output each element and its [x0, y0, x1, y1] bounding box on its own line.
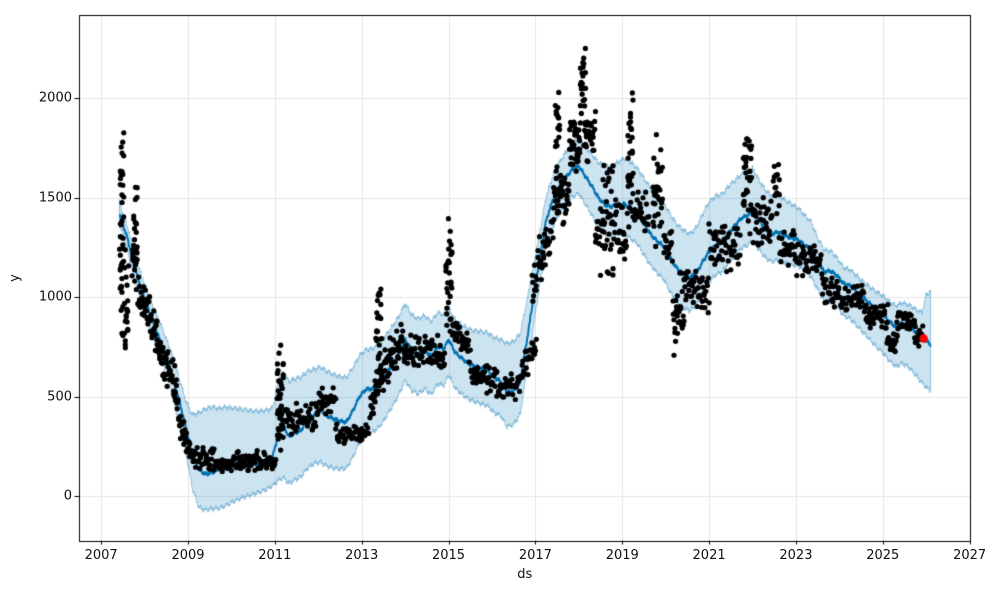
x-tick-label-2019: 2019 — [605, 548, 639, 563]
x-tick-label-2011: 2011 — [258, 548, 292, 563]
x-tick-label-2023: 2023 — [779, 548, 813, 563]
x-tick-label-2013: 2013 — [345, 548, 379, 563]
y-tick-label-2000: 2000 — [38, 90, 72, 106]
y-tick-label-1500: 1500 — [38, 190, 72, 206]
x-tick-label-2007: 2007 — [84, 548, 118, 563]
x-tick-label-2021: 2021 — [692, 548, 726, 563]
x-tick-label-2025: 2025 — [866, 548, 900, 563]
y-axis-label: y — [7, 273, 23, 282]
y-tick-label-500: 500 — [47, 389, 72, 405]
x-tick-label-2027: 2027 — [953, 548, 987, 563]
x-tick-label-2009: 2009 — [171, 548, 205, 563]
x-tick-label-2017: 2017 — [518, 548, 552, 563]
y-tick-label-0: 0 — [63, 488, 72, 504]
x-tick-label-2015: 2015 — [431, 548, 466, 563]
x-axis-label: ds — [517, 567, 533, 582]
y-tick-label-1000: 1000 — [38, 289, 72, 305]
